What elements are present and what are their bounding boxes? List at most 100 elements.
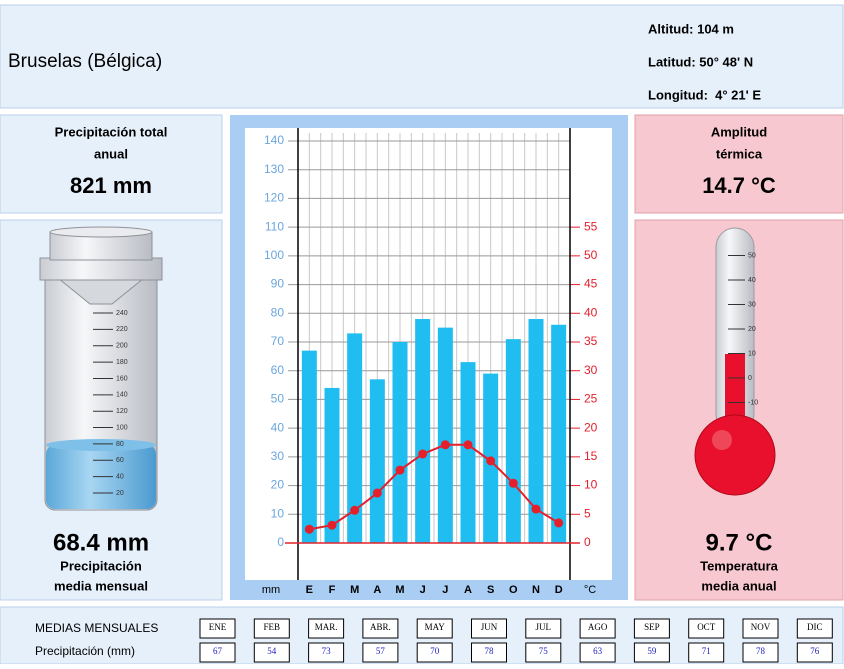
y-tick-label: 80 bbox=[271, 305, 285, 319]
precip-total-label: anual bbox=[94, 146, 128, 161]
bar bbox=[370, 379, 385, 543]
gauge-tick-label: 180 bbox=[116, 359, 128, 366]
precip-value: 73 bbox=[322, 646, 332, 656]
rain-gauge bbox=[40, 227, 162, 510]
x-tick-label: D bbox=[555, 584, 563, 596]
month-label: OCT bbox=[697, 622, 716, 632]
x-tick-label: A bbox=[464, 584, 472, 596]
table-row-label: Precipitación (mm) bbox=[35, 644, 135, 658]
table-title: MEDIAS MENSUALES bbox=[35, 621, 158, 635]
precip-value: 76 bbox=[810, 646, 820, 656]
temp-point bbox=[373, 489, 382, 498]
y-tick-label: 60 bbox=[271, 363, 285, 377]
amplitude-label: Amplitud bbox=[711, 124, 767, 139]
y-tick-label: 70 bbox=[271, 334, 285, 348]
altitude: Altitud: 104 m bbox=[648, 21, 734, 36]
thermo-tick-label: 50 bbox=[748, 252, 756, 259]
y-tick-label: 110 bbox=[265, 219, 284, 233]
month-label: AGO bbox=[588, 622, 608, 632]
gauge-tick-label: 40 bbox=[116, 473, 124, 480]
precip-mean-value: 68.4 mm bbox=[53, 529, 149, 556]
month-label: MAY bbox=[425, 622, 446, 632]
thermo-tick-label: 20 bbox=[748, 326, 756, 333]
y2-tick-label: 30 bbox=[584, 363, 598, 377]
bar bbox=[461, 362, 476, 543]
precip-total-value: 821 mm bbox=[70, 173, 152, 198]
precip-value: 78 bbox=[485, 646, 495, 656]
bar bbox=[438, 328, 453, 543]
gauge-tick-label: 140 bbox=[116, 392, 128, 399]
x-tick-label: J bbox=[442, 584, 448, 596]
precip-value: 54 bbox=[267, 646, 277, 656]
temp-point bbox=[418, 449, 427, 458]
temp-mean-value: 9.7 °C bbox=[706, 529, 773, 556]
precip-value: 57 bbox=[376, 646, 386, 656]
y-tick-label: 20 bbox=[271, 478, 285, 492]
thermo-tick-label: 30 bbox=[748, 301, 756, 308]
temp-point bbox=[464, 440, 473, 449]
y2-tick-label: 25 bbox=[584, 392, 598, 406]
temp-point bbox=[532, 505, 541, 514]
y2-tick-label: 0 bbox=[584, 535, 591, 549]
precip-mean-label: Precipitación bbox=[60, 558, 142, 573]
temp-mean-label: media anual bbox=[701, 578, 776, 593]
y-tick-label: 10 bbox=[271, 506, 285, 520]
x-tick-label: J bbox=[420, 584, 426, 596]
gauge-tick-label: 20 bbox=[116, 490, 124, 497]
bar bbox=[415, 319, 430, 543]
x-tick-label: A bbox=[373, 584, 381, 596]
x-tick-label: S bbox=[487, 584, 494, 596]
y2-tick-label: 10 bbox=[584, 478, 598, 492]
precip-value: 67 bbox=[213, 646, 223, 656]
gauge-tick-label: 80 bbox=[116, 441, 124, 448]
y2-tick-label: 5 bbox=[584, 506, 591, 520]
gauge-tick-label: 100 bbox=[116, 424, 128, 431]
climate-chart-page: Bruselas (Bélgica) Altitud: 104 m Latitu… bbox=[0, 0, 844, 664]
x-tick-label: N bbox=[532, 584, 540, 596]
y2-tick-label: 15 bbox=[584, 449, 598, 463]
precip-value: 71 bbox=[702, 646, 711, 656]
gauge-tick-label: 120 bbox=[116, 408, 128, 415]
header-title: Bruselas (Bélgica) bbox=[8, 51, 162, 72]
temp-mean-label: Temperatura bbox=[700, 558, 779, 573]
precip-mean-label: media mensual bbox=[54, 578, 148, 593]
gauge-tick-label: 240 bbox=[116, 310, 128, 317]
month-label: FEB bbox=[264, 622, 281, 632]
page: { "header": {"title": "Bruselas (Bélgica… bbox=[0, 0, 844, 664]
y2-tick-label: 55 bbox=[584, 219, 598, 233]
longitude: Longitud: 4° 21' E bbox=[648, 87, 761, 102]
thermo-tick-label: 0 bbox=[748, 375, 752, 382]
temp-point bbox=[509, 479, 518, 488]
y-tick-label: 120 bbox=[264, 191, 284, 205]
precip-value: 70 bbox=[430, 646, 440, 656]
bar bbox=[325, 388, 340, 543]
month-label: NOV bbox=[751, 622, 771, 632]
x-tick-label: O bbox=[509, 584, 518, 596]
y2-tick-label: 50 bbox=[584, 248, 598, 262]
month-label: JUN bbox=[481, 622, 498, 632]
y2-tick-label: 40 bbox=[584, 305, 598, 319]
precip-value: 63 bbox=[593, 646, 603, 656]
month-label: JUL bbox=[536, 622, 552, 632]
gauge-tick-label: 160 bbox=[116, 375, 128, 382]
y-tick-label: 30 bbox=[271, 449, 285, 463]
x-tick-label: M bbox=[350, 584, 359, 596]
y2-tick-label: 20 bbox=[584, 420, 598, 434]
y2-axis-label: °C bbox=[584, 584, 596, 596]
bar bbox=[506, 339, 521, 543]
y-tick-label: 40 bbox=[271, 420, 285, 434]
y-axis-label: mm bbox=[262, 584, 280, 596]
x-tick-label: M bbox=[395, 584, 404, 596]
amplitude-label: térmica bbox=[716, 146, 763, 161]
thermo-tick-label: 40 bbox=[748, 277, 756, 284]
amplitude-value: 14.7 °C bbox=[702, 173, 776, 198]
month-label: ENE bbox=[209, 622, 227, 632]
temp-point bbox=[328, 521, 337, 530]
temp-point bbox=[441, 440, 450, 449]
temp-point bbox=[554, 518, 563, 527]
gauge-tick-label: 220 bbox=[116, 326, 128, 333]
thermo-tick-label: 10 bbox=[748, 350, 756, 357]
month-label: DIC bbox=[807, 622, 823, 632]
temp-point bbox=[396, 466, 405, 475]
bar bbox=[551, 325, 566, 543]
